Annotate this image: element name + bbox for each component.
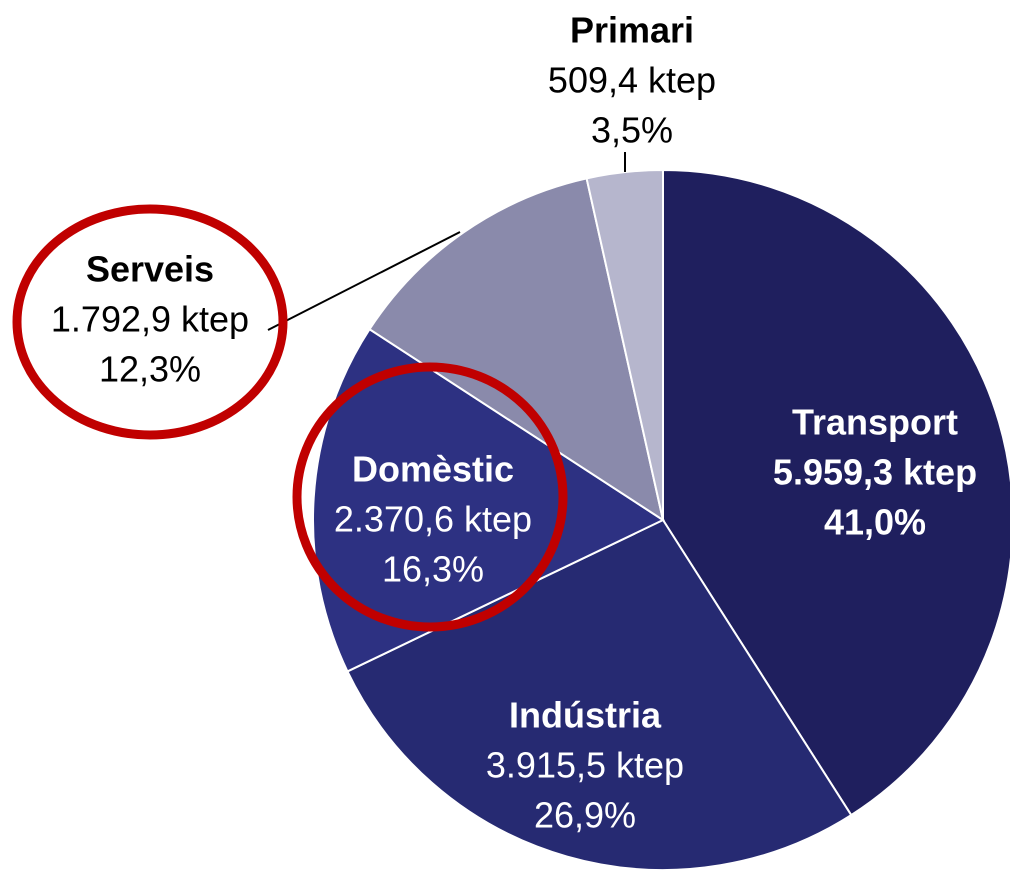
pie	[312, 168, 1010, 871]
pie-slice	[368, 177, 665, 523]
value-label: 2.370,6 ktep	[334, 499, 532, 540]
labels: Transport 5.959,3 ktep 41,0% Indústria 3.915…	[51, 10, 977, 836]
pie-slice	[662, 168, 1010, 817]
percentage-label: 41,0%	[824, 502, 926, 543]
value-label: 509,4 ktep	[548, 60, 716, 101]
slice-label: Primari	[570, 10, 694, 51]
leader-line	[267, 231, 461, 331]
percentage-label: 3,5%	[591, 110, 673, 151]
highlight-circle	[12, 204, 288, 440]
percentage-label: 26,9%	[534, 795, 636, 836]
slice-label: Serveis	[86, 249, 214, 290]
percentage-label: 12,3%	[99, 349, 201, 390]
pie-slice	[312, 327, 666, 673]
pie-slice	[346, 518, 853, 871]
highlight-circle	[292, 362, 568, 632]
value-label: 1.792,9 ktep	[51, 299, 249, 340]
percentage-label: 16,3%	[382, 549, 484, 590]
value-label: 3.915,5 ktep	[486, 745, 684, 786]
slice-label: Domèstic	[352, 449, 514, 490]
value-label: 5.959,3 ktep	[773, 452, 977, 493]
slice-label: Indústria	[509, 695, 662, 736]
slice-label: Transport	[792, 402, 958, 443]
pie-slice	[585, 168, 664, 521]
